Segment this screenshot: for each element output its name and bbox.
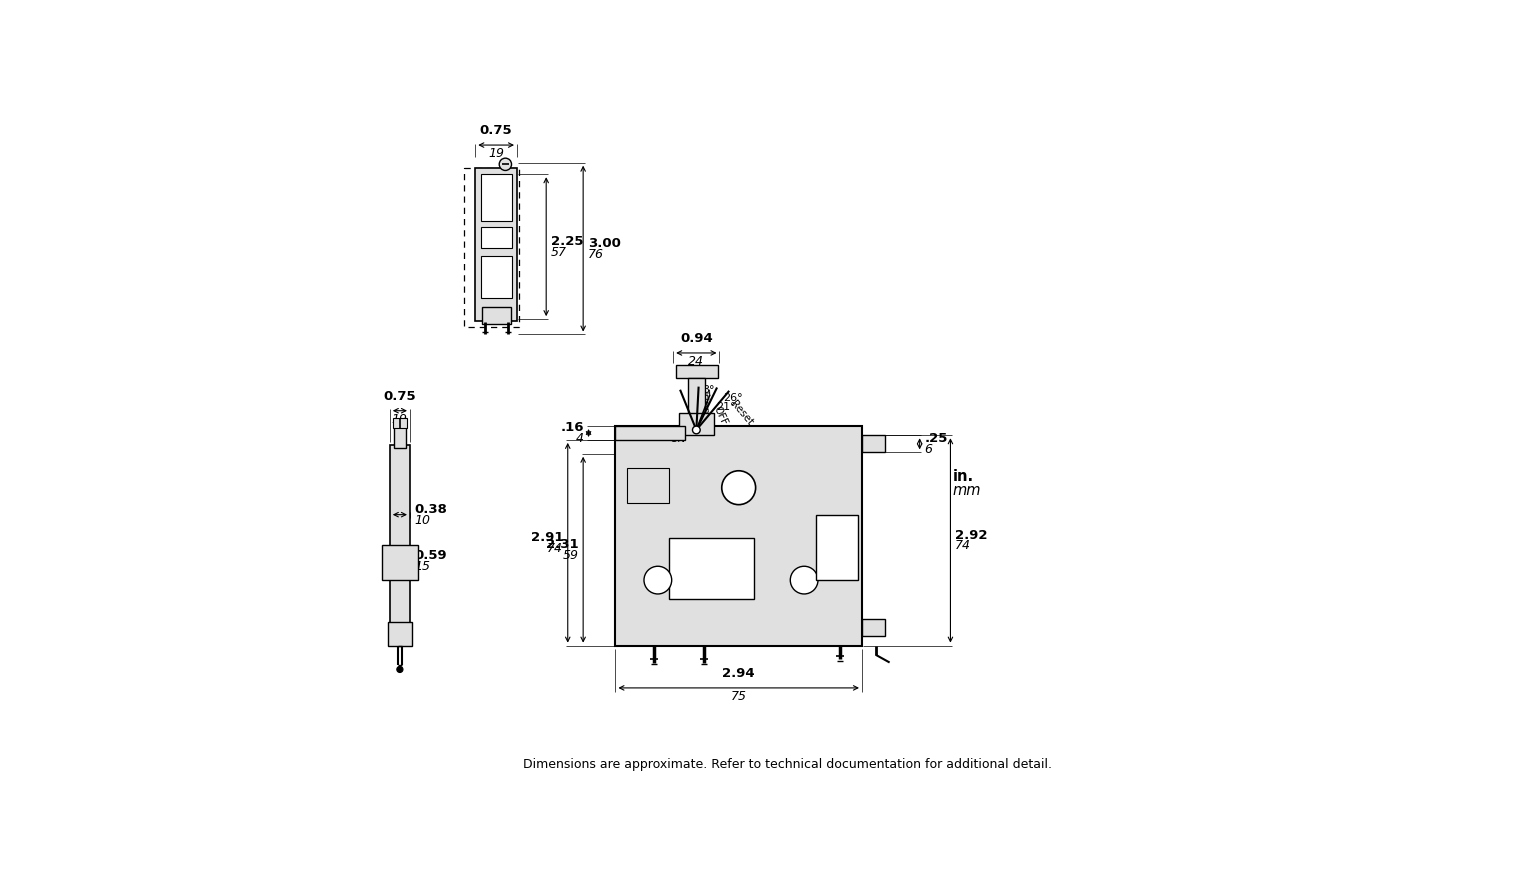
Text: 59: 59: [562, 549, 579, 561]
Circle shape: [396, 666, 402, 672]
Text: ON: ON: [670, 434, 685, 444]
Bar: [393, 418, 407, 428]
Text: 3°: 3°: [702, 385, 714, 395]
Bar: [862, 620, 885, 637]
Circle shape: [722, 471, 756, 504]
Bar: [670, 538, 754, 599]
Text: 2.25: 2.25: [551, 234, 584, 248]
Text: 15: 15: [415, 559, 430, 573]
Text: 26°: 26°: [723, 392, 743, 402]
Bar: [816, 515, 859, 580]
Text: 21°: 21°: [716, 402, 736, 412]
Text: 0.75: 0.75: [384, 390, 416, 403]
Text: 19: 19: [392, 413, 409, 426]
Text: 0.94: 0.94: [680, 332, 713, 345]
Bar: [862, 435, 885, 452]
Bar: [475, 168, 518, 321]
Text: 2.92: 2.92: [955, 528, 988, 542]
Text: 3.00: 3.00: [588, 237, 621, 250]
Bar: [390, 446, 410, 626]
Bar: [481, 174, 511, 220]
Text: OFF: OFF: [711, 405, 730, 427]
Circle shape: [644, 567, 671, 594]
Bar: [679, 413, 714, 434]
Text: 10: 10: [415, 513, 430, 527]
Bar: [676, 364, 717, 378]
Text: 19: 19: [488, 147, 504, 161]
Text: 2.91: 2.91: [530, 531, 564, 543]
Bar: [382, 545, 418, 580]
Text: 57: 57: [551, 246, 567, 258]
Text: .25: .25: [925, 432, 948, 445]
Text: 74: 74: [955, 539, 971, 552]
Text: 22°: 22°: [671, 429, 690, 439]
Bar: [616, 426, 862, 646]
Bar: [393, 426, 406, 448]
Text: 74: 74: [547, 542, 564, 555]
Text: mm: mm: [952, 482, 982, 497]
Bar: [481, 256, 511, 298]
Text: 6: 6: [925, 443, 932, 456]
Text: 75: 75: [731, 690, 746, 703]
Text: in.: in.: [952, 469, 974, 484]
Text: 76: 76: [588, 248, 604, 260]
Text: 2.31: 2.31: [545, 538, 579, 551]
Text: 0.75: 0.75: [479, 124, 513, 138]
Bar: [481, 306, 511, 324]
Text: Tripped: Tripped: [699, 387, 710, 426]
Text: 0.59: 0.59: [415, 549, 447, 562]
Text: .16: .16: [561, 421, 584, 434]
Bar: [616, 426, 685, 440]
Bar: [688, 378, 705, 416]
Circle shape: [791, 567, 819, 594]
Text: Dimensions are approximate. Refer to technical documentation for additional deta: Dimensions are approximate. Refer to tec…: [522, 758, 1052, 772]
Text: 24: 24: [688, 355, 705, 369]
Bar: [464, 168, 519, 327]
Text: 4: 4: [576, 432, 584, 445]
Circle shape: [693, 426, 700, 434]
Bar: [627, 469, 670, 503]
Circle shape: [499, 158, 511, 170]
Text: Reset: Reset: [728, 399, 756, 427]
Bar: [387, 622, 412, 646]
Text: 0.38: 0.38: [415, 503, 447, 516]
Bar: [481, 226, 511, 249]
Text: 2.94: 2.94: [722, 667, 756, 680]
